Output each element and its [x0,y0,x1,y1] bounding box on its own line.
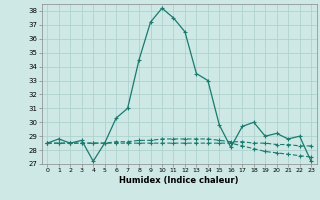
X-axis label: Humidex (Indice chaleur): Humidex (Indice chaleur) [119,176,239,185]
